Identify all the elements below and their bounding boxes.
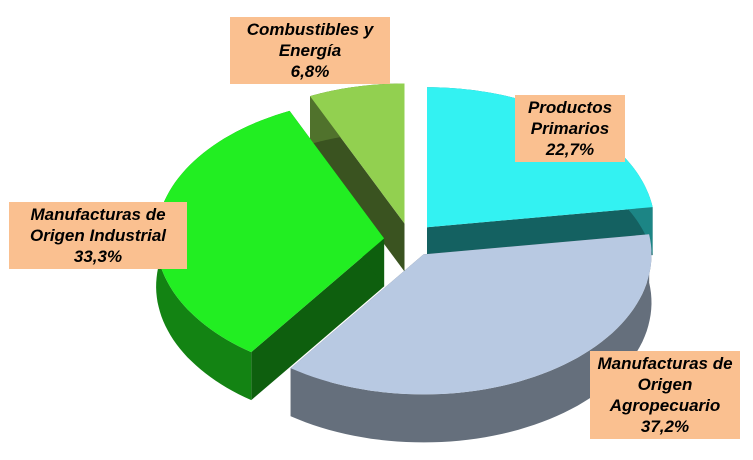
value-label: 22,7% (545, 139, 595, 159)
slice-side (310, 96, 405, 272)
category-label: Productos Primarios (527, 97, 613, 138)
slice (310, 83, 405, 224)
slice (156, 110, 385, 353)
data-label: Manufacturas de Origen Industrial 33,3% (9, 201, 187, 269)
data-label: Manufacturas de Origen Agropecuario 37,2% (590, 351, 740, 439)
value-label: 37,2% (640, 417, 690, 436)
slice (290, 234, 652, 395)
slice-side (290, 234, 652, 443)
value-label: 6,8% (290, 61, 330, 81)
data-label: Productos Primarios 22,7% (515, 94, 625, 162)
slice-side (251, 238, 385, 401)
category-label: Manufacturas de Origen Agropecuario (597, 354, 733, 415)
category-label: Combustibles y Energía (246, 19, 374, 60)
value-label: 33,3% (73, 246, 123, 266)
data-label: Combustibles y Energía 6,8% (230, 16, 390, 84)
category-label: Manufacturas de Origen Industrial (29, 204, 167, 245)
